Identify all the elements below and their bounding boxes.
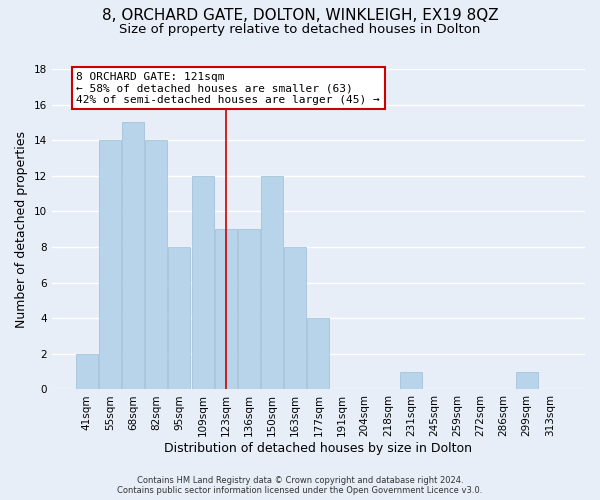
Bar bbox=[261, 176, 283, 390]
Text: 8, ORCHARD GATE, DOLTON, WINKLEIGH, EX19 8QZ: 8, ORCHARD GATE, DOLTON, WINKLEIGH, EX19… bbox=[101, 8, 499, 22]
Bar bbox=[99, 140, 121, 390]
Bar bbox=[191, 176, 214, 390]
Bar bbox=[76, 354, 98, 390]
Bar bbox=[122, 122, 144, 390]
X-axis label: Distribution of detached houses by size in Dolton: Distribution of detached houses by size … bbox=[164, 442, 472, 455]
Text: Contains HM Land Registry data © Crown copyright and database right 2024.
Contai: Contains HM Land Registry data © Crown c… bbox=[118, 476, 482, 495]
Bar bbox=[238, 229, 260, 390]
Bar bbox=[145, 140, 167, 390]
Y-axis label: Number of detached properties: Number of detached properties bbox=[15, 130, 28, 328]
Bar bbox=[400, 372, 422, 390]
Text: Size of property relative to detached houses in Dolton: Size of property relative to detached ho… bbox=[119, 22, 481, 36]
Bar bbox=[307, 318, 329, 390]
Bar bbox=[515, 372, 538, 390]
Bar bbox=[215, 229, 237, 390]
Bar bbox=[169, 247, 190, 390]
Text: 8 ORCHARD GATE: 121sqm
← 58% of detached houses are smaller (63)
42% of semi-det: 8 ORCHARD GATE: 121sqm ← 58% of detached… bbox=[76, 72, 380, 105]
Bar bbox=[284, 247, 306, 390]
